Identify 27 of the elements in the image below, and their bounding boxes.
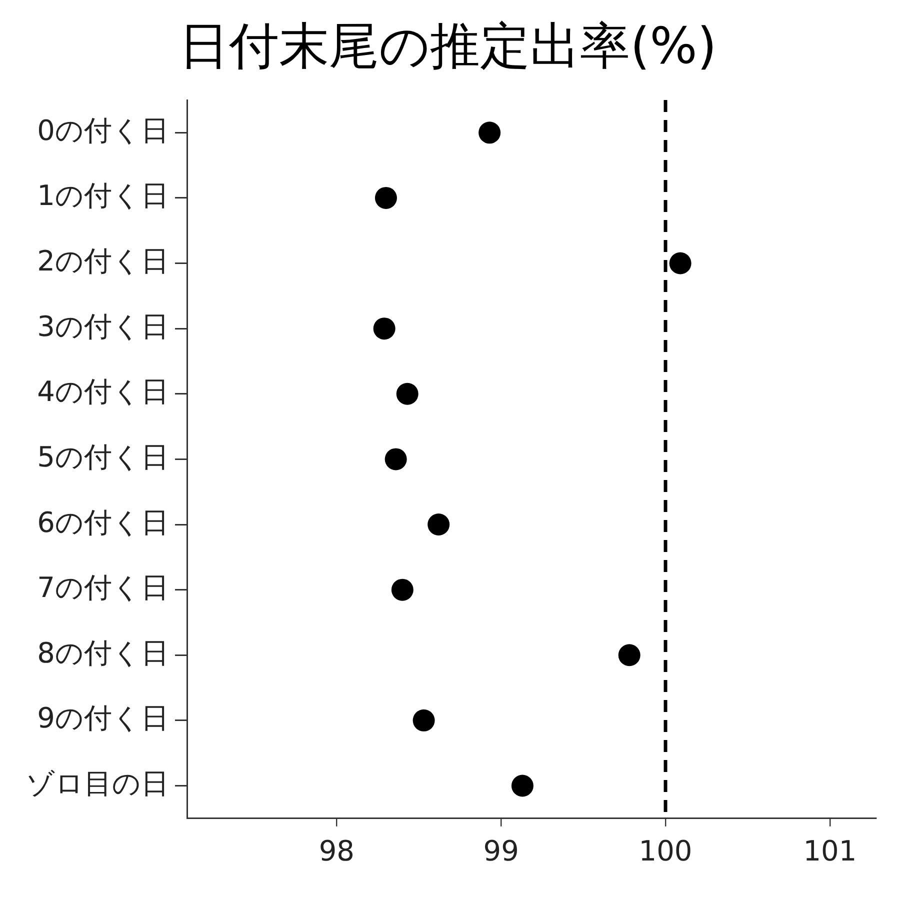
y-tick-label: 3の付く日 [37,310,169,343]
y-tick-label: ゾロ目の日 [26,767,169,800]
y-tick-label: 0の付く日 [37,114,169,147]
x-tick-label: 99 [483,834,519,868]
chart-title: 日付末尾の推定出率(%) [179,16,717,75]
point [412,709,435,732]
y-tick-label: 6の付く日 [37,506,169,539]
y-tick-label: 4の付く日 [37,375,169,408]
y-tick-label: 8の付く日 [37,636,169,670]
x-tick-label: 98 [318,834,354,868]
y-tick-label: 9の付く日 [37,702,169,735]
point [511,774,534,797]
point [428,514,450,536]
y-tick-label: 2の付く日 [37,244,169,278]
y-tick-label: 1の付く日 [37,179,169,212]
point [374,186,397,209]
point [478,122,501,144]
y-tick-label: 7の付く日 [37,571,169,604]
point [618,644,640,666]
point [669,252,692,274]
x-tick-label: 100 [638,834,692,868]
point [384,448,407,470]
point [391,578,414,601]
point [373,318,396,340]
y-tick-label: 5の付く日 [37,440,169,474]
x-tick-label: 101 [803,834,857,868]
point [396,382,418,405]
